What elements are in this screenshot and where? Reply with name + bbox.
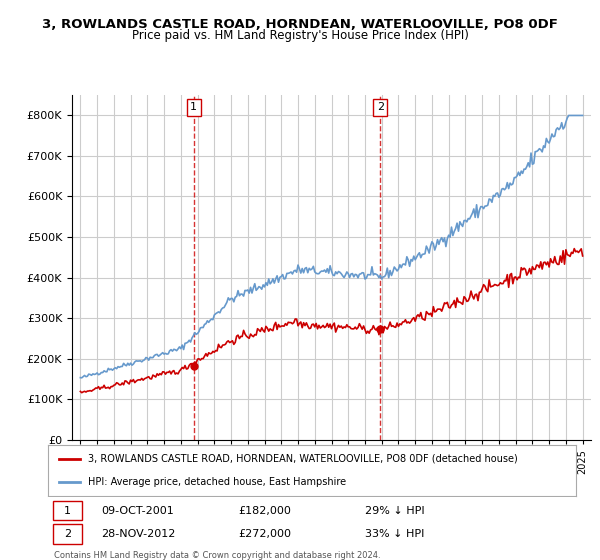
FancyBboxPatch shape: [53, 501, 82, 520]
Text: 2: 2: [64, 529, 71, 539]
Text: HPI: Average price, detached house, East Hampshire: HPI: Average price, detached house, East…: [88, 477, 346, 487]
Text: 2: 2: [377, 102, 384, 113]
Text: 33% ↓ HPI: 33% ↓ HPI: [365, 529, 424, 539]
Text: £182,000: £182,000: [238, 506, 291, 516]
Text: 1: 1: [64, 506, 71, 516]
Text: 3, ROWLANDS CASTLE ROAD, HORNDEAN, WATERLOOVILLE, PO8 0DF: 3, ROWLANDS CASTLE ROAD, HORNDEAN, WATER…: [42, 18, 558, 31]
Text: Price paid vs. HM Land Registry's House Price Index (HPI): Price paid vs. HM Land Registry's House …: [131, 29, 469, 42]
Text: 29% ↓ HPI: 29% ↓ HPI: [365, 506, 424, 516]
Text: 3, ROWLANDS CASTLE ROAD, HORNDEAN, WATERLOOVILLE, PO8 0DF (detached house): 3, ROWLANDS CASTLE ROAD, HORNDEAN, WATER…: [88, 454, 517, 464]
Text: 09-OCT-2001: 09-OCT-2001: [101, 506, 173, 516]
FancyBboxPatch shape: [53, 525, 82, 544]
Text: Contains HM Land Registry data © Crown copyright and database right 2024.
This d: Contains HM Land Registry data © Crown c…: [54, 551, 380, 560]
Text: 28-NOV-2012: 28-NOV-2012: [101, 529, 175, 539]
Text: 1: 1: [190, 102, 197, 113]
Text: £272,000: £272,000: [238, 529, 291, 539]
